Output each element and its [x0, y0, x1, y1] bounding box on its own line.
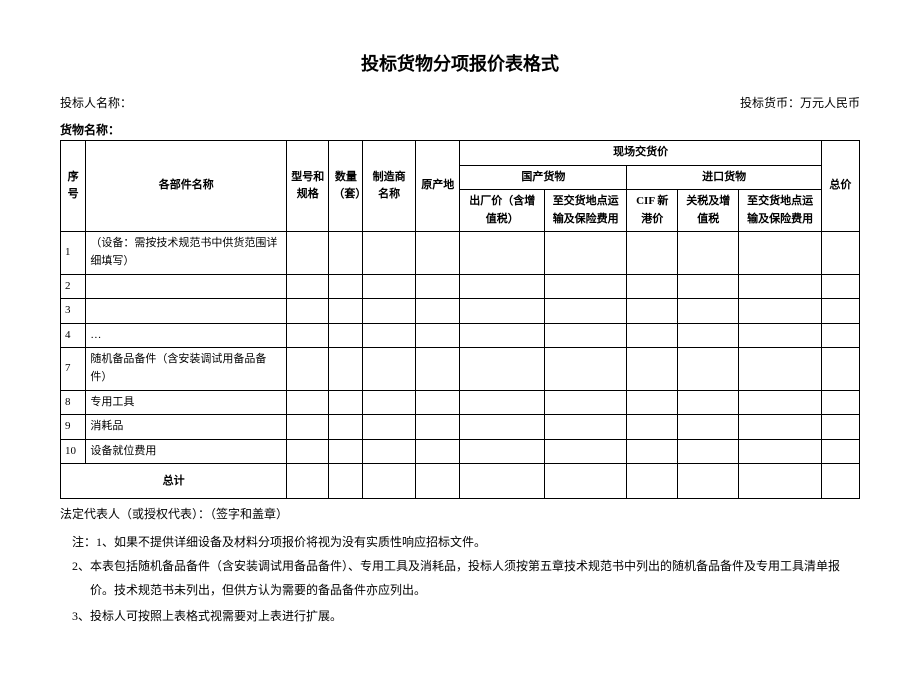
header-row: 投标人名称： 投标货币：万元人民币 — [60, 94, 860, 111]
notes: 注：1、如果不提供详细设备及材料分项报价将视为没有实质性响应招标文件。 2、本表… — [60, 530, 860, 628]
col-i-tax: 关税及增值税 — [678, 190, 739, 232]
col-model: 型号和规格 — [287, 141, 329, 232]
table-row: 3 — [61, 299, 860, 324]
bidder-label: 投标人名称： — [60, 94, 132, 111]
table-row: 9 消耗品 — [61, 415, 860, 440]
cell-seq: 4 — [61, 323, 86, 348]
cell-name: 设备就位费用 — [86, 439, 287, 464]
table-row: 10 设备就位费用 — [61, 439, 860, 464]
cell-seq: 9 — [61, 415, 86, 440]
cell-seq: 1 — [61, 232, 86, 274]
table-body: 1 （设备：需按技术规范书中供货范围详细填写） 2 3 4 … 7 随机备品备件… — [61, 232, 860, 499]
col-part-name: 各部件名称 — [86, 141, 287, 232]
currency-label: 投标货币：万元人民币 — [740, 94, 860, 111]
col-domestic: 国产货物 — [460, 165, 627, 190]
note-item: 注：1、如果不提供详细设备及材料分项报价将视为没有实质性响应招标文件。 — [60, 530, 860, 554]
cell-name: 专用工具 — [86, 390, 287, 415]
cell-seq: 3 — [61, 299, 86, 324]
cell-seq: 7 — [61, 348, 86, 390]
table-row: 4 … — [61, 323, 860, 348]
cell-name — [86, 299, 287, 324]
col-qty: 数量（套） — [329, 141, 363, 232]
table-total-row: 总计 — [61, 464, 860, 499]
note-item: 2、本表包括随机备品备件（含安装调试用备品备件）、专用工具及消耗品，投标人须按第… — [60, 554, 860, 602]
cell-seq: 10 — [61, 439, 86, 464]
col-origin: 原产地 — [416, 141, 460, 232]
quote-table: 序号 各部件名称 型号和规格 数量（套） 制造商名称 原产地 现场交货价 总价 … — [60, 140, 860, 499]
col-import: 进口货物 — [627, 165, 821, 190]
cell-name: 随机备品备件（含安装调试用备品备件） — [86, 348, 287, 390]
col-i-cif: CIF 新港价 — [627, 190, 678, 232]
notes-prefix: 注： — [72, 535, 96, 549]
cell-name: … — [86, 323, 287, 348]
total-label: 总计 — [61, 464, 287, 499]
col-i-trans: 至交货地点运输及保险费用 — [739, 190, 821, 232]
table-row: 1 （设备：需按技术规范书中供货范围详细填写） — [61, 232, 860, 274]
cell-seq: 8 — [61, 390, 86, 415]
col-total: 总价 — [821, 141, 859, 232]
table-row: 7 随机备品备件（含安装调试用备品备件） — [61, 348, 860, 390]
col-seq: 序号 — [61, 141, 86, 232]
cell-name: 消耗品 — [86, 415, 287, 440]
note-text: 1、如果不提供详细设备及材料分项报价将视为没有实质性响应招标文件。 — [96, 535, 486, 549]
col-site-price: 现场交货价 — [460, 141, 821, 166]
cell-seq: 2 — [61, 274, 86, 299]
col-mfr: 制造商名称 — [363, 141, 416, 232]
note-item: 3、投标人可按照上表格式视需要对上表进行扩展。 — [60, 604, 860, 628]
table-row: 8 专用工具 — [61, 390, 860, 415]
cell-name — [86, 274, 287, 299]
col-d-trans: 至交货地点运输及保险费用 — [544, 190, 626, 232]
goods-name-label: 货物名称： — [60, 121, 860, 138]
cell-name: （设备：需按技术规范书中供货范围详细填写） — [86, 232, 287, 274]
col-d-factory: 出厂价（含增值税） — [460, 190, 545, 232]
table-row: 2 — [61, 274, 860, 299]
sign-line: 法定代表人（或授权代表）：（签字和盖章） — [60, 505, 860, 522]
page-title: 投标货物分项报价表格式 — [60, 50, 860, 76]
